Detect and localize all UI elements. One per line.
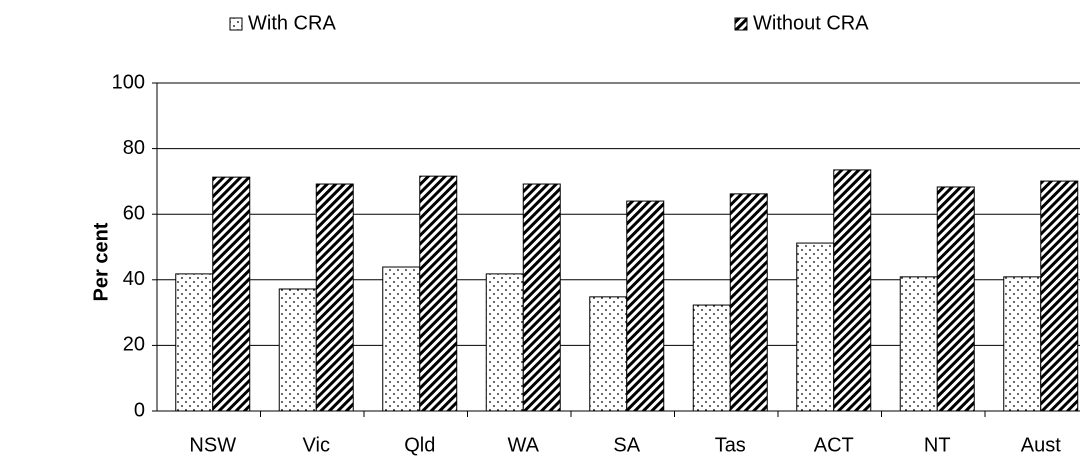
bar: [175, 273, 214, 412]
bar: [936, 186, 975, 412]
bar: [278, 288, 317, 412]
x-tick-label: NT: [924, 434, 951, 456]
bar: [1040, 180, 1079, 412]
bar: [485, 273, 524, 412]
y-tick-label: 0: [134, 399, 145, 421]
legend-label: With CRA: [248, 12, 336, 34]
bar: [626, 200, 665, 412]
x-tick-label: Vic: [303, 434, 330, 456]
y-tick-label: 100: [112, 71, 145, 93]
bar: [796, 242, 835, 412]
bar: [899, 276, 938, 412]
legend-label: Without CRA: [753, 12, 869, 34]
bar: [729, 193, 768, 412]
x-tick-label: NSW: [189, 434, 236, 456]
x-tick-label: Tas: [715, 434, 746, 456]
bar: [1003, 276, 1042, 412]
y-tick-label: 80: [123, 137, 145, 159]
bar: [833, 169, 872, 412]
bar: [382, 266, 421, 412]
y-tick-label: 60: [123, 202, 145, 224]
bar: [315, 183, 354, 412]
y-tick-label: 40: [123, 268, 145, 290]
bar: [692, 304, 731, 412]
x-tick-label: SA: [613, 434, 640, 456]
bar: [522, 183, 561, 412]
x-tick-label: ACT: [814, 434, 854, 456]
legend-swatch: [229, 17, 243, 31]
bar: [419, 175, 458, 412]
bar: [212, 176, 251, 412]
legend-swatch: [734, 17, 748, 31]
y-axis-title: Per cent: [90, 222, 112, 301]
x-tick-label: WA: [508, 434, 540, 456]
x-tick-label: Qld: [404, 434, 435, 456]
bar: [589, 296, 628, 412]
x-tick-label: Aust: [1021, 434, 1061, 456]
y-tick-label: 20: [123, 334, 145, 356]
